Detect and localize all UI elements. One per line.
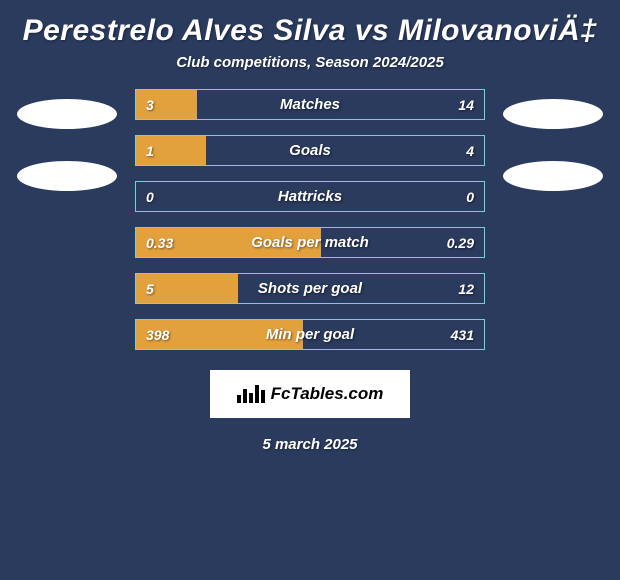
stat-row: 5Shots per goal12 (135, 273, 485, 304)
stat-row: 1Goals4 (135, 135, 485, 166)
right-photo-column (503, 89, 603, 191)
stat-label: Matches (136, 90, 484, 119)
player2-photo-placeholder (503, 99, 603, 129)
stat-value-right: 0 (466, 182, 474, 211)
stat-row: 3Matches14 (135, 89, 485, 120)
stat-value-right: 14 (458, 90, 474, 119)
chart-area: 3Matches14 1Goals4 0Hattricks0 0.33Goals pe… (0, 89, 620, 350)
stat-label: Goals (136, 136, 484, 165)
logo-barchart-icon (237, 385, 265, 403)
stat-bars: 3Matches14 1Goals4 0Hattricks0 0.33Goals pe… (135, 89, 485, 350)
player1-photo-placeholder-2 (17, 161, 117, 191)
stat-value-right: 431 (451, 320, 474, 349)
player2-photo-placeholder-2 (503, 161, 603, 191)
logo-text: FcTables.com (271, 384, 384, 404)
stat-value-right: 0.29 (447, 228, 474, 257)
stat-row: 398Min per goal431 (135, 319, 485, 350)
player1-photo-placeholder (17, 99, 117, 129)
stat-value-right: 12 (458, 274, 474, 303)
stat-row: 0.33Goals per match0.29 (135, 227, 485, 258)
stat-label: Shots per goal (136, 274, 484, 303)
subtitle: Club competitions, Season 2024/2025 (0, 54, 620, 89)
date-label: 5 march 2025 (0, 436, 620, 453)
stat-row: 0Hattricks0 (135, 181, 485, 212)
stat-label: Hattricks (136, 182, 484, 211)
comparison-infographic: Perestrelo Alves Silva vs MilovanoviÄ‡ C… (0, 0, 620, 453)
stat-label: Goals per match (136, 228, 484, 257)
logo-box: FcTables.com (210, 370, 410, 418)
stat-value-right: 4 (466, 136, 474, 165)
page-title: Perestrelo Alves Silva vs MilovanoviÄ‡ (0, 0, 620, 54)
left-photo-column (17, 89, 117, 191)
stat-label: Min per goal (136, 320, 484, 349)
